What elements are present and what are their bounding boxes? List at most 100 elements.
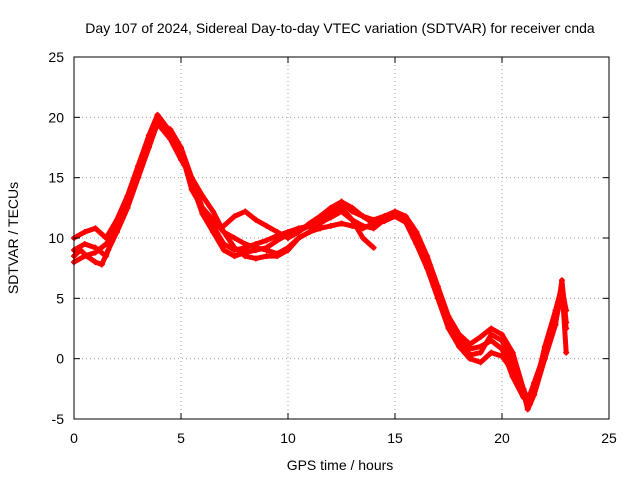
data-point: [81, 228, 88, 235]
data-point: [317, 225, 324, 232]
data-point: [456, 331, 463, 338]
data-point: [231, 253, 238, 260]
data-point: [81, 241, 88, 248]
data-point: [509, 367, 516, 374]
data-point: [488, 349, 495, 356]
data-point: [370, 220, 377, 227]
x-tick-label: 15: [387, 430, 403, 446]
data-point: [434, 289, 441, 296]
data-point: [92, 225, 99, 232]
x-tick-label: 5: [177, 430, 185, 446]
data-point: [274, 237, 281, 244]
x-tick-label: 25: [601, 430, 617, 446]
data-point: [105, 247, 112, 254]
data-point: [488, 331, 495, 338]
data-point: [552, 307, 559, 314]
data-point: [477, 333, 484, 340]
data-point: [370, 244, 377, 251]
data-point: [558, 277, 565, 284]
data-point: [295, 235, 302, 241]
data-point: [327, 222, 334, 229]
data-point: [413, 232, 420, 239]
data-point: [199, 204, 206, 211]
data-point: [220, 247, 227, 254]
data-point: [359, 225, 366, 232]
series-line-5: [71, 120, 569, 407]
data-point: [317, 213, 324, 220]
data-point: [499, 331, 505, 338]
data-point: [338, 198, 345, 205]
axis-ticks: 0 5 10 15 20 25 -5 0 5 10 15 20 25: [48, 49, 617, 446]
data-point: [359, 213, 366, 220]
data-point: [349, 204, 356, 211]
data-point: [124, 204, 131, 211]
y-tick-label: 5: [56, 290, 64, 306]
data-point: [445, 319, 452, 326]
data-point: [295, 228, 302, 235]
data-point: [338, 220, 345, 227]
data-point: [231, 244, 238, 251]
y-axis-label: SDTVAR / TECUs: [5, 182, 21, 294]
data-point: [285, 235, 291, 241]
data-point: [167, 136, 174, 143]
data-point: [188, 174, 195, 181]
data-point: [526, 401, 533, 408]
data-point: [135, 168, 142, 175]
data-point: [220, 222, 227, 229]
data-point: [381, 213, 388, 220]
data-point: [167, 126, 174, 133]
data-point: [306, 220, 313, 227]
data-point: [103, 241, 110, 248]
y-tick-label: 0: [56, 351, 64, 367]
data-point: [533, 379, 540, 386]
y-tick-label: 15: [48, 170, 64, 186]
y-tick-label: 10: [48, 230, 64, 246]
data-point: [338, 204, 345, 211]
data-point: [263, 237, 270, 244]
data-point: [392, 210, 398, 217]
data-point: [252, 216, 259, 223]
data-point: [477, 349, 484, 356]
series-line-2: [71, 117, 569, 412]
x-tick-label: 0: [70, 430, 78, 446]
data-point: [402, 216, 409, 223]
data-point: [466, 341, 473, 348]
x-axis-label: GPS time / hours: [287, 457, 394, 473]
data-point: [424, 259, 431, 266]
data-point: [242, 241, 249, 248]
data-point: [327, 213, 334, 220]
data-point: [509, 349, 516, 356]
data-point: [563, 349, 570, 356]
data-point: [92, 259, 99, 266]
data-point: [477, 359, 484, 366]
data-point: [349, 216, 356, 223]
data-point: [558, 283, 565, 290]
y-tick-label: -5: [52, 411, 65, 427]
data-point: [220, 228, 227, 235]
data-point: [456, 343, 463, 350]
data-point: [263, 222, 270, 229]
grid-lines: [74, 57, 609, 419]
data-point: [113, 228, 120, 235]
data-point: [98, 261, 105, 268]
data-point: [242, 208, 249, 215]
data-point: [178, 144, 184, 151]
data-point: [92, 249, 99, 256]
y-tick-label: 25: [48, 49, 64, 65]
x-tick-label: 20: [494, 430, 510, 446]
data-point: [199, 210, 206, 217]
data-point: [252, 255, 259, 262]
data-point: [359, 235, 366, 241]
data-point: [231, 213, 238, 220]
data-point: [210, 216, 217, 223]
data-point: [263, 247, 270, 254]
data-point: [231, 235, 238, 241]
data-point: [77, 247, 84, 254]
chart-title: Day 107 of 2024, Sidereal Day-to-day VTE…: [85, 20, 595, 36]
y-tick-label: 20: [48, 109, 64, 125]
data-point: [145, 132, 152, 139]
data-point: [103, 235, 110, 241]
data-point: [488, 325, 495, 332]
data-point: [466, 355, 473, 362]
